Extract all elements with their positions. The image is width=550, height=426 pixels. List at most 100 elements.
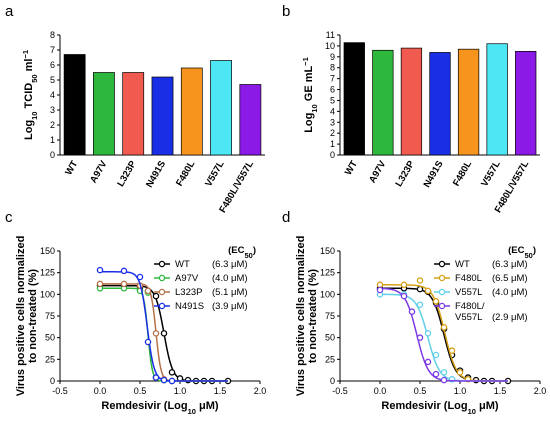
data-point — [168, 369, 176, 376]
bar — [429, 52, 451, 156]
y-tick-label: 50 — [325, 333, 335, 343]
y-tick-label: 8 — [50, 30, 55, 40]
data-point — [424, 358, 432, 366]
data-point — [440, 324, 448, 331]
y-axis-title: Log10 TCID50 ml−1 — [21, 50, 39, 140]
data-point — [168, 377, 176, 385]
bar — [93, 72, 115, 156]
legend-title: (EC50) — [228, 245, 256, 260]
data-point — [144, 287, 152, 295]
data-point — [408, 308, 416, 315]
x-category-label: WT — [63, 159, 80, 177]
y-tick-label: 8 — [330, 63, 335, 73]
y-tick-label: 100 — [320, 289, 335, 299]
legend-swatch-marker — [438, 274, 446, 282]
data-point — [400, 292, 408, 300]
y-tick-label: 25 — [45, 354, 55, 364]
legend-swatch-marker — [158, 260, 166, 268]
bar — [210, 60, 232, 156]
y-tick-label: 0 — [50, 376, 55, 386]
y-tick-label: 6 — [330, 85, 335, 95]
y-tick-label: 2 — [50, 120, 55, 130]
data-point — [152, 292, 160, 300]
y-tick-label: 5 — [330, 95, 335, 105]
data-point — [416, 277, 424, 284]
fit-curve — [380, 287, 508, 382]
data-point — [416, 334, 424, 341]
data-point — [136, 273, 144, 281]
x-tick-label: 0.5 — [134, 386, 147, 396]
x-axis-title: Remdesivir (Log10 μM) — [101, 400, 218, 416]
bar — [180, 67, 203, 156]
y-tick-label: 4 — [50, 90, 55, 100]
dose-chart-d: 0 25 50 75 100 125 150 -0.5 0.0 0.5 1.0 1.5 2.0 Remde… — [295, 236, 546, 416]
legend-series-name: V557L — [455, 287, 482, 298]
data-point — [440, 376, 448, 384]
y-tick-label: 1 — [50, 135, 55, 145]
data-point — [448, 347, 456, 354]
data-point — [376, 281, 384, 289]
bar — [63, 54, 86, 156]
dose-chart-c: 0 25 50 75 100 125 150 -0.5 0.0 0.5 1.0 1.5 2.0 Remde… — [15, 236, 266, 416]
x-category-label: V557L — [203, 159, 227, 189]
data-point — [184, 376, 192, 384]
data-point — [400, 281, 408, 289]
data-point — [152, 330, 160, 337]
y-tick-label: 9 — [330, 52, 335, 62]
x-tick-label: 0.5 — [414, 386, 427, 396]
y-tick-label: 11 — [326, 30, 335, 40]
legend-series-name: L323P — [175, 287, 202, 298]
legend-series-name: F480L — [455, 273, 482, 284]
legend-swatch-marker — [158, 288, 166, 296]
bar — [486, 43, 508, 156]
data-point — [96, 266, 104, 274]
data-point — [432, 351, 440, 359]
x-tick-label: 1.5 — [494, 386, 507, 396]
legend-ec50: (6.3 μM) — [492, 259, 528, 270]
x-tick-label: 2.0 — [534, 386, 547, 396]
x-category-label: A97V — [367, 158, 389, 185]
legend-ec50: (6.5 μM) — [492, 273, 528, 284]
legend-title: (EC50) — [508, 245, 536, 260]
y-tick-label: 25 — [325, 354, 335, 364]
y-axis-title-line1: Virus positive cells normalized — [15, 236, 27, 397]
x-category-label: F480L — [174, 159, 197, 188]
x-tick-label: -0.5 — [52, 386, 68, 396]
bar — [457, 48, 480, 156]
data-point — [120, 280, 128, 288]
y-tick-label: 10 — [325, 41, 335, 51]
bar — [122, 72, 145, 156]
y-tick-label: 6 — [50, 60, 55, 70]
legend-series-name: N491S — [175, 301, 204, 312]
panel-letter-a: a — [5, 3, 14, 20]
y-tick-label: 125 — [40, 268, 55, 278]
x-category-label: V557L — [479, 159, 503, 189]
legend-ec50: (5.1 μM) — [212, 287, 248, 298]
legend-series-name: A97V — [175, 273, 199, 284]
y-axis-title-line2: to non-treated (%) — [307, 269, 319, 363]
y-tick-label: 0 — [50, 150, 55, 160]
y-tick-label: 7 — [50, 45, 55, 55]
data-point — [160, 376, 168, 384]
y-tick-label: 125 — [320, 268, 335, 278]
x-tick-label: 2.0 — [254, 386, 267, 396]
x-category-label: L323P — [115, 158, 139, 188]
y-tick-label: 75 — [325, 311, 335, 321]
y-axis-title-line1: Virus positive cells normalized — [295, 236, 307, 397]
data-point — [160, 330, 168, 337]
y-tick-label: 3 — [50, 105, 55, 115]
legend-series-name: F480L/ — [455, 301, 485, 312]
x-axis-title: Remdesivir (Log10 μM) — [381, 400, 498, 416]
legend-swatch-marker — [438, 288, 446, 296]
data-point — [416, 301, 424, 308]
bar — [343, 42, 365, 156]
y-tick-label: 3 — [330, 117, 335, 127]
y-tick-label: 5 — [50, 75, 55, 85]
legend-series-name: V557L — [455, 312, 482, 323]
x-tick-label: 1.0 — [454, 386, 467, 396]
legend-series-name: WT — [175, 259, 190, 270]
x-category-label: A97V — [88, 158, 110, 185]
